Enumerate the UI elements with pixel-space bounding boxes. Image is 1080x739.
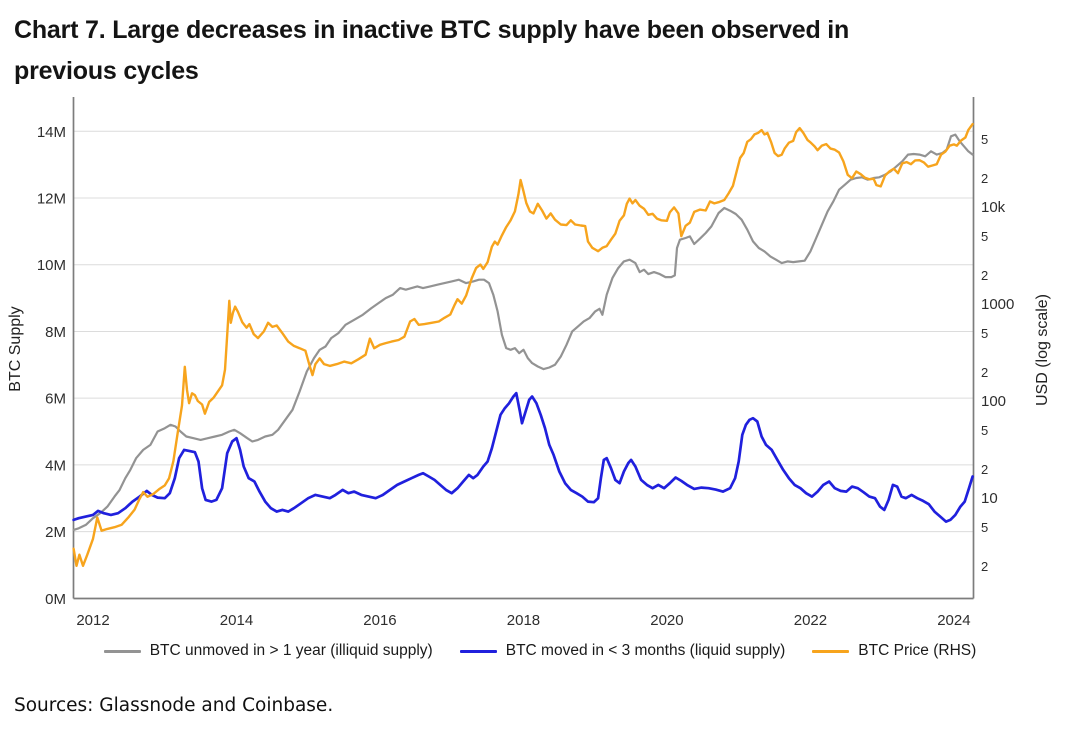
left-axis-tick-label: 4M	[45, 457, 66, 474]
left-axis-title: BTC Supply	[7, 306, 24, 391]
right-axis-tick-label: 2	[981, 365, 988, 380]
legend-item: BTC moved in < 3 months (liquid supply)	[459, 642, 786, 660]
chart-legend: BTC unmoved in > 1 year (illiquid supply…	[0, 642, 1080, 660]
right-axis-tick-label: 2	[981, 268, 988, 283]
right-axis-tick-label: 5	[981, 326, 988, 341]
left-axis-tick-label: 6M	[45, 391, 66, 408]
source-note: Sources: Glassnode and Coinbase.	[14, 695, 334, 716]
left-axis-tick-label: 12M	[37, 191, 66, 208]
legend-swatch	[103, 649, 141, 653]
right-axis-tick-label: 100	[981, 393, 1006, 410]
chart-title-line1: Chart 7. Large decreases in inactive BTC…	[14, 16, 850, 44]
series-line-liquid-supply	[72, 391, 974, 523]
right-axis-tick-label: 1000	[981, 296, 1014, 313]
x-axis-tick-label: 2016	[363, 612, 396, 629]
chart-title-line2: previous cycles	[14, 57, 199, 85]
chart-title: Chart 7. Large decreases in inactive BTC…	[14, 10, 1064, 92]
left-axis-tick-label: 14M	[37, 124, 66, 141]
right-axis-tick-label: 5	[981, 229, 988, 244]
x-axis-tick-label: 2020	[650, 612, 683, 629]
left-axis-tick-label: 2M	[45, 524, 66, 541]
x-axis-tick-label: 2018	[507, 612, 540, 629]
legend-swatch	[812, 649, 850, 653]
legend-item: BTC Price (RHS)	[812, 642, 976, 660]
legend-swatch	[459, 649, 497, 653]
left-axis-tick-label: 0M	[45, 591, 66, 608]
x-axis-tick-label: 2024	[937, 612, 970, 629]
x-axis-tick-label: 2014	[220, 612, 253, 629]
left-axis-tick-label: 10M	[37, 257, 66, 274]
right-axis-tick-label: 5	[981, 132, 988, 147]
x-axis-tick-label: 2022	[794, 612, 827, 629]
legend-label: BTC moved in < 3 months (liquid supply)	[505, 642, 786, 659]
right-axis-tick-label: 2	[981, 559, 988, 574]
right-axis-tick-label: 2	[981, 171, 988, 186]
right-axis-tick-label: 10	[981, 490, 998, 507]
right-axis-tick-label: 10k	[981, 199, 1006, 216]
legend-item: BTC unmoved in > 1 year (illiquid supply…	[103, 642, 433, 660]
right-axis-tick-label: 5	[981, 520, 988, 535]
x-axis-tick-label: 2012	[76, 612, 109, 629]
series-line-illiquid-supply	[72, 133, 974, 532]
legend-label: BTC unmoved in > 1 year (illiquid supply…	[149, 642, 433, 659]
legend-label: BTC Price (RHS)	[858, 642, 977, 659]
right-axis-tick-label: 2	[981, 462, 988, 477]
right-axis-title: USD (log scale)	[1034, 294, 1051, 406]
left-axis-tick-label: 8M	[45, 324, 66, 341]
series-line-btc-price	[72, 122, 974, 567]
right-axis-tick-label: 5	[981, 423, 988, 438]
